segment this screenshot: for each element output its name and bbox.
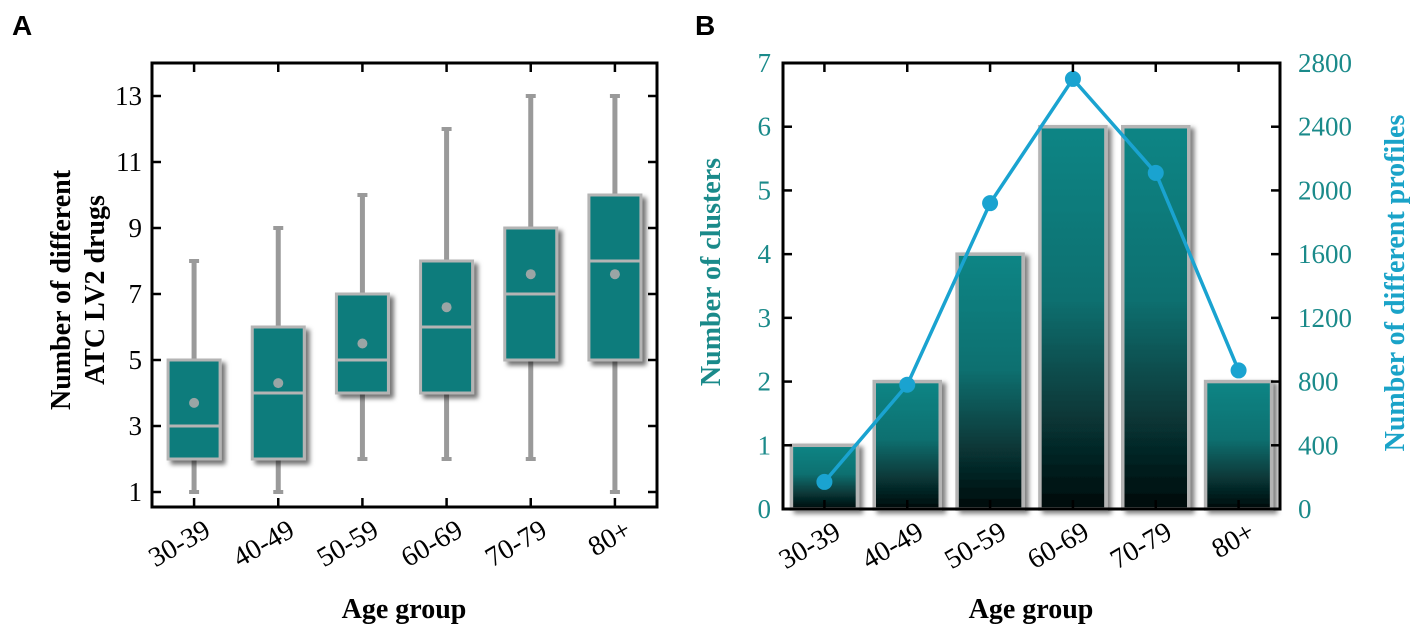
a-plot-frame (150, 61, 659, 509)
a-x-tick-label: 70-79 (480, 514, 552, 574)
box-60-69 (419, 127, 475, 461)
b-left-tick-label: 6 (758, 112, 772, 142)
bar-80+ (1203, 379, 1274, 511)
b-left-tick-label: 4 (758, 239, 772, 269)
b-left-tick-label: 3 (758, 303, 772, 333)
a-x-tick-label: 60-69 (396, 514, 468, 574)
a-x-tick-label: 40-49 (228, 514, 300, 574)
b-right-tick-label: 2400 (1298, 112, 1352, 142)
a-y-tick-label: 7 (129, 279, 143, 309)
panel-b-letter: B (695, 10, 715, 41)
a-x-tick-label: 80+ (583, 514, 636, 563)
mean-dot (441, 302, 452, 313)
mean-dot (609, 269, 620, 280)
b-x-tick-label: 70-79 (1105, 516, 1177, 576)
box-iqr (166, 358, 222, 461)
a-y-axis-title-line1: Number of different (46, 169, 77, 410)
b-left-tick-label: 1 (758, 430, 772, 460)
b-right-y-ticks: 0 400 800 1200 1600 2000 2400 2800 (1271, 48, 1352, 524)
a-y-tick-label: 9 (129, 213, 143, 243)
b-bars (789, 124, 1274, 511)
mean-dot (189, 397, 200, 408)
panel-a-letter: A (12, 10, 32, 41)
bar-40-49 (872, 379, 942, 511)
b-x-tick-label: 60-69 (1022, 516, 1094, 576)
b-right-tick-label: 2800 (1298, 48, 1352, 78)
profiles-point-60-69 (1064, 70, 1081, 87)
panel-b-bar-line: 0 1 2 3 4 5 6 7 0 400 800 1200 1600 2000 2400 2800 30-… (696, 48, 1411, 625)
b-right-y-axis-title: Number of different profiles (1380, 115, 1411, 452)
a-x-axis-title: Age group (342, 594, 467, 625)
b-left-tick-label: 7 (758, 48, 772, 78)
b-right-tick-label: 2000 (1298, 175, 1352, 205)
a-y-tick-label: 3 (129, 411, 143, 441)
box-70-79 (503, 94, 559, 461)
profiles-point-80+ (1230, 362, 1247, 379)
a-x-ticks: 30-39 40-49 50-59 60-69 70-79 80+ (144, 63, 636, 574)
b-plot-frame (781, 61, 1282, 511)
bar-50-59 (955, 252, 1025, 511)
b-x-tick-label: 80+ (1207, 516, 1260, 565)
b-right-tick-label: 1600 (1298, 239, 1352, 269)
profiles-point-40-49 (899, 376, 916, 393)
a-boxes (166, 94, 643, 494)
box-40-49 (250, 226, 306, 494)
b-left-tick-label: 0 (758, 494, 772, 524)
b-right-tick-label: 0 (1298, 494, 1312, 524)
mean-dot (357, 338, 368, 349)
box-50-59 (334, 193, 390, 461)
b-left-tick-label: 2 (758, 367, 772, 397)
b-x-tick-label: 50-59 (940, 516, 1012, 576)
a-y-tick-label: 5 (129, 345, 143, 375)
profiles-line (823, 76, 1241, 484)
a-y-tick-label: 1 (129, 477, 143, 507)
profiles-point-70-79 (1147, 164, 1164, 181)
a-x-tick-label: 50-59 (312, 514, 384, 574)
profiles-point-50-59 (982, 195, 999, 212)
b-x-tick-label: 40-49 (857, 516, 929, 576)
a-y-tick-label: 11 (116, 147, 142, 177)
b-left-y-ticks: 0 1 2 3 4 5 6 7 (758, 48, 792, 524)
b-left-y-axis-title: Number of clusters (696, 158, 727, 386)
b-right-tick-label: 400 (1298, 430, 1339, 460)
b-left-tick-label: 5 (758, 175, 772, 205)
box-80+ (587, 94, 643, 494)
a-y-tick-label: 13 (115, 81, 142, 111)
b-line-series (816, 70, 1247, 490)
a-x-tick-label: 30-39 (144, 514, 216, 574)
b-x-tick-label: 30-39 (774, 516, 846, 576)
b-right-tick-label: 1200 (1298, 303, 1352, 333)
mean-dot (525, 269, 536, 280)
a-y-axis-title-line2: ATC LV2 drugs (80, 195, 111, 385)
bar-70-79 (1121, 124, 1191, 511)
mean-dot (273, 378, 284, 389)
box-30-39 (166, 259, 222, 494)
bar-60-69 (1038, 124, 1108, 511)
b-right-tick-label: 800 (1298, 367, 1339, 397)
b-x-axis-title: Age group (969, 594, 1094, 625)
profiles-point-30-39 (816, 473, 833, 490)
